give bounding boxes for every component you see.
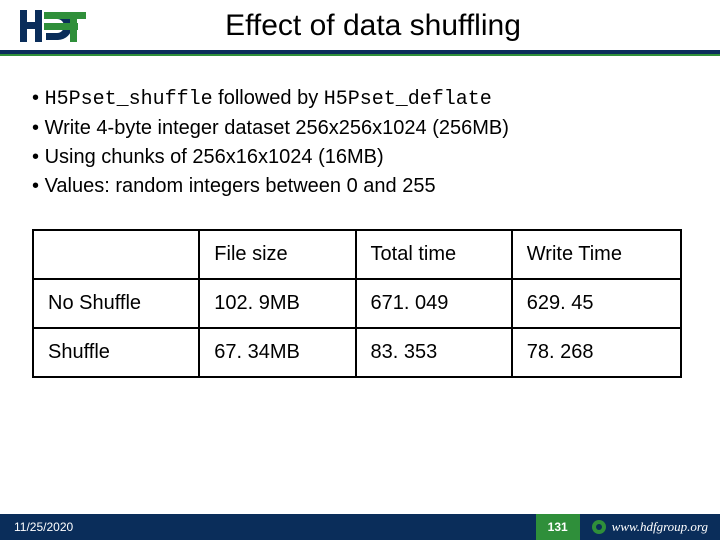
text-span: followed by bbox=[213, 87, 324, 109]
table-header-cell: Total time bbox=[356, 230, 512, 279]
slide-title: Effect of data shuffling bbox=[86, 9, 700, 43]
table-cell: 78. 268 bbox=[512, 328, 681, 377]
code-span: H5Pset_shuffle bbox=[45, 88, 213, 111]
footer-page-number: 131 bbox=[536, 514, 580, 540]
footer: 11/25/2020 131 www.hdfgroup.org bbox=[0, 514, 720, 540]
results-table: File size Total time Write Time No Shuff… bbox=[32, 229, 682, 378]
table-row: Shuffle 67. 34MB 83. 353 78. 268 bbox=[33, 328, 681, 377]
table-header-cell bbox=[33, 230, 199, 279]
results-table-wrap: File size Total time Write Time No Shuff… bbox=[32, 229, 688, 378]
table-cell: No Shuffle bbox=[33, 279, 199, 328]
table-header-cell: Write Time bbox=[512, 230, 681, 279]
code-span: H5Pset_deflate bbox=[324, 88, 492, 111]
bullet-list: H5Pset_shuffle followed by H5Pset_deflat… bbox=[32, 84, 688, 201]
bullet-item: H5Pset_shuffle followed by H5Pset_deflat… bbox=[32, 84, 688, 114]
table-header-row: File size Total time Write Time bbox=[33, 230, 681, 279]
bullet-item: Write 4-byte integer dataset 256x256x102… bbox=[32, 114, 688, 143]
footer-url: www.hdfgroup.org bbox=[612, 519, 708, 535]
table-cell: 671. 049 bbox=[356, 279, 512, 328]
footer-dot-icon bbox=[592, 520, 606, 534]
rule-navy bbox=[0, 50, 720, 54]
slide: Effect of data shuffling H5Pset_shuffle … bbox=[0, 0, 720, 540]
table-row: No Shuffle 102. 9MB 671. 049 629. 45 bbox=[33, 279, 681, 328]
header: Effect of data shuffling bbox=[0, 0, 720, 44]
table-cell: 83. 353 bbox=[356, 328, 512, 377]
table-cell: 102. 9MB bbox=[199, 279, 355, 328]
bullet-item: Values: random integers between 0 and 25… bbox=[32, 172, 688, 201]
table-cell: Shuffle bbox=[33, 328, 199, 377]
table-cell: 67. 34MB bbox=[199, 328, 355, 377]
slide-body: H5Pset_shuffle followed by H5Pset_deflat… bbox=[0, 60, 720, 378]
table-header-cell: File size bbox=[199, 230, 355, 279]
footer-site: www.hdfgroup.org bbox=[580, 514, 720, 540]
bullet-item: Using chunks of 256x16x1024 (16MB) bbox=[32, 143, 688, 172]
table-cell: 629. 45 bbox=[512, 279, 681, 328]
footer-date: 11/25/2020 bbox=[0, 520, 73, 534]
hdf-logo bbox=[20, 8, 86, 44]
header-rule bbox=[0, 50, 720, 60]
